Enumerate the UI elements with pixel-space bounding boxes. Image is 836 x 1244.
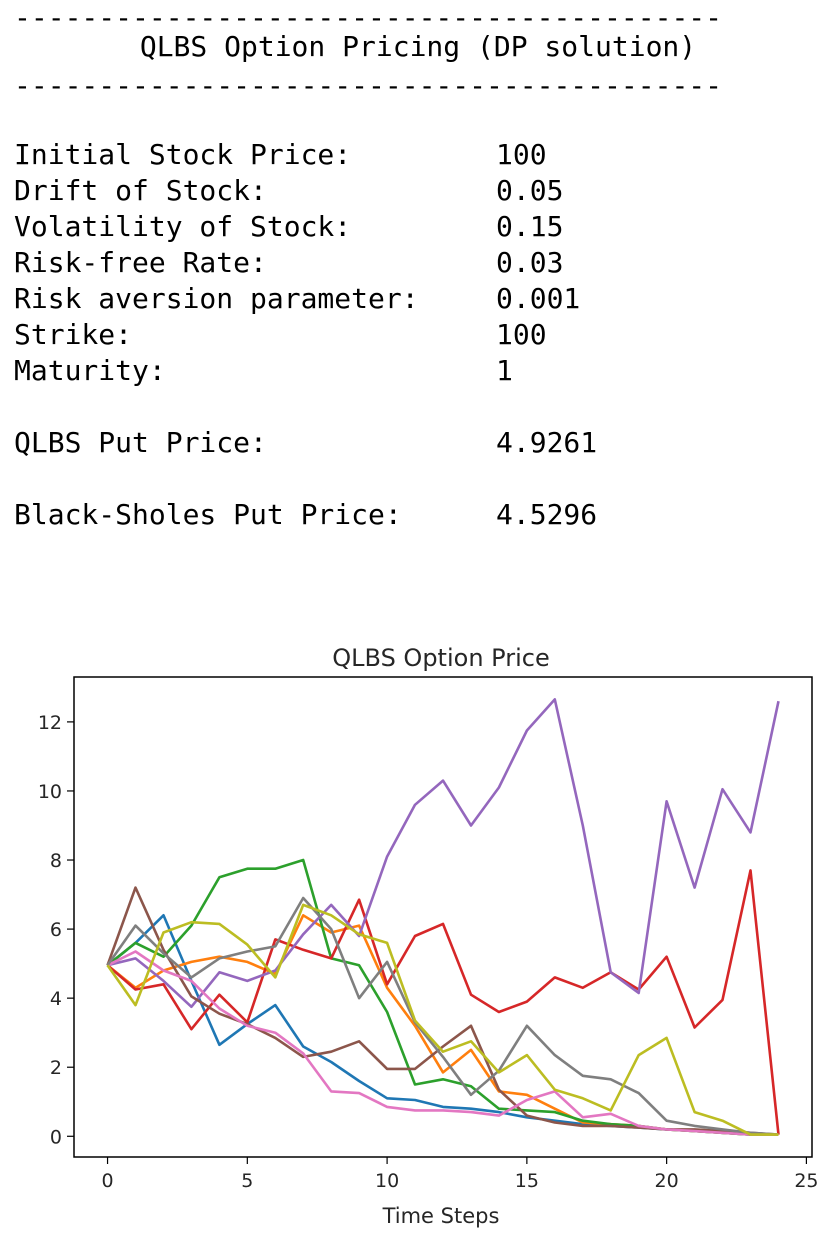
param-label-initial-stock-price: Initial Stock Price: <box>14 138 352 171</box>
param-value-maturity: 1 <box>496 354 513 387</box>
series-line-7 <box>106 950 779 1136</box>
y-tick-label: 2 <box>50 1057 62 1079</box>
y-tick-label: 10 <box>38 781 62 803</box>
y-tick-label: 6 <box>50 919 62 941</box>
separator-bottom: ----------------------------------------… <box>14 69 723 102</box>
param-value-drift: 0.05 <box>496 174 564 207</box>
qlbs-put-price-label: QLBS Put Price: <box>14 426 267 459</box>
y-tick-label: 8 <box>50 850 62 872</box>
plot-frame <box>73 676 813 1158</box>
separator-top: ----------------------------------------… <box>14 1 723 34</box>
x-axis: 0 5 10 15 20 25 <box>101 1157 819 1192</box>
series-line-1 <box>106 913 779 1136</box>
x-axis-label: Time Steps <box>382 1204 500 1228</box>
param-label-maturity: Maturity: <box>14 354 166 387</box>
param-label-risk-free-rate: Risk-free Rate: <box>14 246 267 279</box>
series-line-5 <box>107 698 780 1009</box>
output-title: QLBS Option Pricing (DP solution) <box>139 30 697 63</box>
x-tick-label: 15 <box>515 1170 539 1192</box>
param-value-initial-stock-price: 100 <box>496 138 547 171</box>
y-tick-label: 12 <box>38 712 62 734</box>
x-tick-label: 5 <box>241 1170 253 1192</box>
param-label-drift: Drift of Stock: <box>14 174 267 207</box>
param-label-volatility: Volatility of Stock: <box>14 210 352 243</box>
param-value-risk-free-rate: 0.03 <box>496 246 564 279</box>
bs-put-price-value: 4.5296 <box>496 498 598 531</box>
x-tick-label: 25 <box>794 1170 818 1192</box>
series-line-2 <box>106 913 779 1136</box>
x-tick-label: 10 <box>375 1170 399 1192</box>
x-tick-label: 20 <box>655 1170 679 1192</box>
series-line-8 <box>106 896 779 1136</box>
param-label-strike: Strike: <box>14 318 133 351</box>
series-layer <box>106 698 780 1136</box>
chart-title: QLBS Option Price <box>332 644 549 672</box>
y-tick-label: 0 <box>50 1126 62 1148</box>
bs-put-price-label: Black-Sholes Put Price: <box>14 498 402 531</box>
qlbs-put-price-value: 4.9261 <box>496 426 598 459</box>
param-label-risk-aversion: Risk aversion parameter: <box>14 282 419 315</box>
param-value-risk-aversion: 0.001 <box>496 282 581 315</box>
param-value-volatility: 0.15 <box>496 210 564 243</box>
x-tick-label: 0 <box>101 1170 113 1192</box>
y-tick-label: 4 <box>50 988 62 1010</box>
series-line-9 <box>106 903 779 1136</box>
series-line-4 <box>106 869 780 1135</box>
param-value-strike: 100 <box>496 318 547 351</box>
qlbs-option-price-chart: QLBS Option Price 0 5 10 15 20 25 0 2 4 6 8 10 12 T… <box>38 644 819 1228</box>
y-axis: 0 2 4 6 8 10 12 <box>38 712 74 1148</box>
